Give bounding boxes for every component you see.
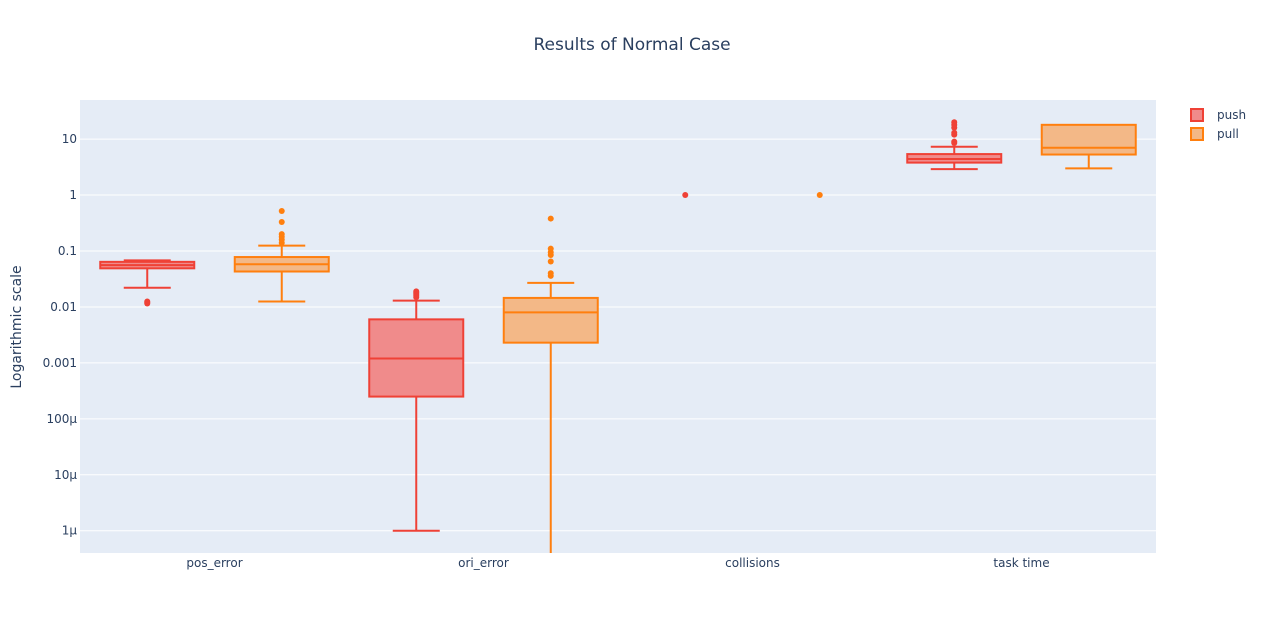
box-push-ori_error — [368, 288, 465, 532]
gridlines — [80, 138, 1156, 532]
outlier-point — [951, 119, 958, 126]
x-axis-ticks: pos_error ori_error collisions task time — [186, 556, 1049, 570]
outlier-point — [278, 231, 285, 238]
y-tick-label: 10µ — [54, 468, 77, 482]
outlier-point — [144, 300, 151, 307]
outlier-point — [547, 245, 554, 252]
outlier-point — [278, 218, 285, 225]
outlier-point — [547, 270, 554, 277]
legend-label: push — [1217, 108, 1246, 122]
y-tick-label: 1 — [69, 188, 77, 202]
legend-swatch — [1190, 127, 1204, 141]
single-value-point — [682, 192, 689, 199]
legend[interactable]: push pull — [1190, 108, 1246, 141]
box-push-task-time — [906, 119, 1003, 171]
outlier-point — [413, 288, 420, 295]
y-tick-label: 1µ — [62, 524, 78, 538]
box-pull-task-time — [1040, 123, 1137, 170]
box-push-pos_error — [99, 259, 196, 307]
outlier-point — [547, 258, 554, 265]
y-axis-ticks: 1µ 10µ 100µ 0.001 0.01 0.1 1 10 — [43, 132, 78, 538]
outlier-point — [278, 207, 285, 214]
outlier-point — [951, 129, 958, 136]
chart-title: Results of Normal Case — [533, 35, 730, 55]
y-tick-label: 100µ — [46, 412, 77, 426]
legend-label: pull — [1217, 127, 1239, 141]
y-axis-title: Logarithmic scale — [9, 265, 25, 388]
box-pull-ori_error — [502, 215, 599, 553]
x-tick-label: ori_error — [458, 556, 509, 570]
y-tick-label: 0.01 — [50, 300, 77, 314]
outlier-point — [951, 138, 958, 145]
outlier-point — [547, 215, 554, 222]
iqr-box — [502, 296, 599, 344]
x-tick-label: task time — [993, 556, 1049, 570]
y-tick-label: 0.001 — [43, 356, 77, 370]
box-pull-collisions — [816, 192, 823, 199]
legend-item-push[interactable]: push — [1190, 108, 1246, 122]
iqr-box — [1040, 123, 1137, 156]
y-tick-label: 10 — [62, 132, 77, 146]
y-tick-label: 0.1 — [58, 244, 77, 258]
legend-item-pull[interactable]: pull — [1190, 127, 1239, 141]
box-push-collisions — [682, 192, 689, 199]
boxes — [99, 119, 1137, 553]
x-tick-label: pos_error — [186, 556, 242, 570]
plot-area — [80, 100, 1156, 553]
legend-swatch — [1190, 108, 1204, 122]
x-tick-label: collisions — [725, 556, 780, 570]
single-value-point — [816, 192, 823, 199]
box-pull-pos_error — [233, 207, 330, 303]
